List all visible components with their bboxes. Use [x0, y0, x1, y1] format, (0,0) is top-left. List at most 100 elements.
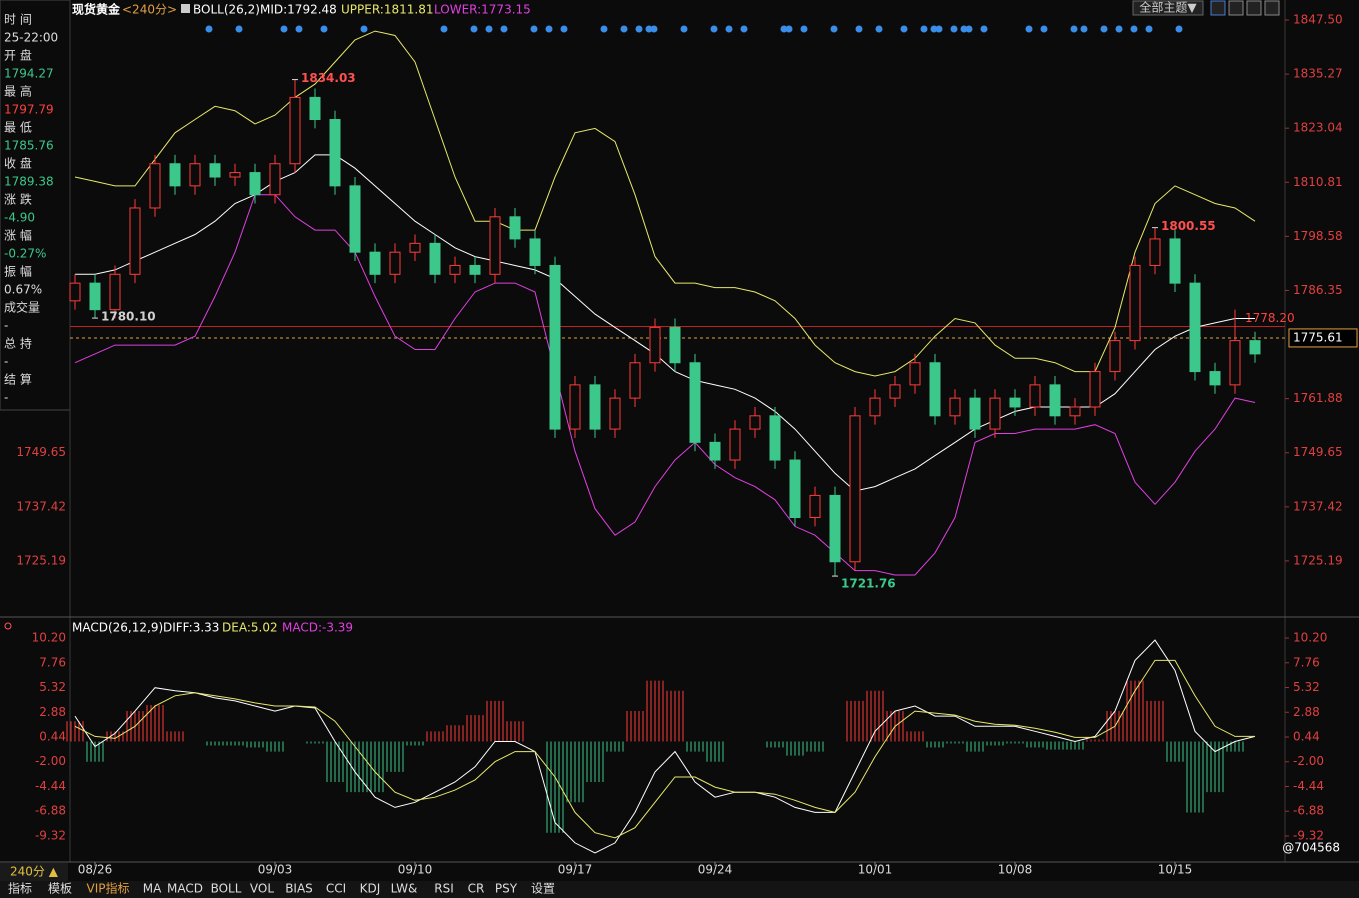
- tab[interactable]: BIAS: [285, 882, 313, 896]
- boll-lower: LOWER:1773.15: [434, 3, 531, 17]
- window-button[interactable]: [1210, 0, 1226, 16]
- tab[interactable]: RSI: [434, 882, 454, 896]
- y-tick-label-left: 1725.19: [16, 553, 66, 567]
- last-price-label: 1775.61: [1293, 330, 1343, 344]
- candle-body: [489, 216, 501, 275]
- candle-body: [929, 362, 941, 417]
- candle-body: [469, 264, 481, 275]
- y-tick-label-left: 10.20: [32, 631, 66, 645]
- signal-dot: [980, 25, 988, 33]
- candle-body: [1109, 340, 1121, 373]
- theme-button[interactable]: [1132, 0, 1204, 16]
- tab[interactable]: MA: [143, 882, 162, 896]
- tab[interactable]: BOLL: [211, 882, 242, 896]
- y-tick-label: -4.44: [1293, 779, 1324, 793]
- candle-body: [969, 397, 981, 430]
- info-value: 1794.27: [4, 67, 54, 81]
- window-button[interactable]: [1228, 0, 1244, 16]
- signal-dot: [725, 25, 733, 33]
- candle-body: [829, 494, 841, 563]
- tab[interactable]: CR: [468, 882, 485, 896]
- x-tick-label: 09/24: [698, 863, 733, 877]
- y-tick-label-left: -9.32: [35, 828, 66, 842]
- y-tick-label: 1823.04: [1293, 121, 1343, 135]
- period-switch[interactable]: 240分 ▲: [10, 865, 59, 879]
- signal-dot: [855, 25, 863, 33]
- candle-body: [389, 251, 401, 275]
- info-label: 开 盘: [4, 48, 32, 63]
- y-tick-label: 1749.65: [1293, 445, 1343, 459]
- period: <240分>: [122, 3, 177, 17]
- candle-body: [429, 242, 441, 275]
- x-tick-label: 09/17: [558, 863, 593, 877]
- y-tick-label: -9.32: [1293, 828, 1324, 842]
- signal-dot: [1100, 25, 1108, 33]
- candle-body: [149, 163, 161, 209]
- tab[interactable]: KDJ: [360, 882, 381, 896]
- tab[interactable]: VOL: [250, 882, 274, 896]
- candle-body: [169, 163, 181, 187]
- candle-body: [569, 384, 581, 430]
- candle-body: [1209, 371, 1221, 386]
- signal-dot: [740, 25, 748, 33]
- y-tick-label-left: -4.44: [35, 779, 66, 793]
- annotation: 1780.10: [101, 310, 156, 324]
- annotation: 1800.55: [1161, 219, 1216, 233]
- tab[interactable]: LW&: [391, 882, 418, 896]
- period-box[interactable]: [0, 863, 68, 881]
- y-tick-label-left: 1737.42: [16, 499, 66, 513]
- signal-dot: [440, 25, 448, 33]
- signal-dot: [780, 25, 788, 33]
- candle-body: [229, 172, 241, 178]
- candle-body: [329, 119, 341, 187]
- candle-body: [1189, 282, 1201, 373]
- macd-line: [74, 639, 1256, 854]
- window-button[interactable]: [1246, 0, 1262, 16]
- signal-dot: [830, 25, 838, 33]
- candle-body: [1129, 264, 1141, 342]
- annotation: 1721.76: [841, 577, 896, 591]
- theme-label[interactable]: 全部主题▼: [1139, 0, 1197, 15]
- window-button[interactable]: [1264, 0, 1280, 16]
- candle-body: [1049, 384, 1061, 417]
- signal-dot: [965, 25, 973, 33]
- info-value: 25-22:00: [4, 31, 58, 45]
- boll-upper: UPPER:1811.81: [341, 3, 433, 17]
- signal-dot: [800, 25, 808, 33]
- signal-dot: [280, 25, 288, 33]
- signal-dot: [680, 25, 688, 33]
- y-tick-label: 2.88: [1293, 705, 1320, 719]
- signal-dot: [900, 25, 908, 33]
- y-tick-label: 1737.42: [1293, 499, 1343, 513]
- tab[interactable]: 指标: [8, 881, 32, 896]
- tab[interactable]: CCI: [326, 882, 346, 896]
- x-tick-label: 08/26: [78, 863, 113, 877]
- candle-body: [689, 362, 701, 443]
- candle-body: [669, 326, 681, 364]
- signal-dots: [205, 25, 1183, 33]
- y-tick-label: 7.76: [1293, 655, 1320, 669]
- signal-dot: [635, 25, 643, 33]
- signal-dot: [485, 25, 493, 33]
- candle-body: [89, 282, 101, 311]
- tab[interactable]: MACD: [167, 882, 203, 896]
- candle-body: [549, 264, 561, 430]
- info-value: 1785.76: [4, 139, 54, 153]
- tab-bar: [0, 881, 1359, 898]
- candle-body: [1229, 340, 1241, 386]
- tab[interactable]: 模板: [48, 882, 72, 896]
- watermark: @704568: [1282, 841, 1340, 855]
- tab[interactable]: PSY: [495, 882, 518, 896]
- signal-dot: [1025, 25, 1033, 33]
- tab[interactable]: VIP指标: [87, 881, 130, 896]
- candle-body: [749, 415, 761, 430]
- candle-body: [309, 96, 321, 121]
- candle-body: [409, 242, 421, 253]
- symbol: 现货黄金: [72, 2, 121, 17]
- y-tick-label-left: 1749.65: [16, 445, 66, 459]
- tab[interactable]: 设置: [531, 882, 555, 896]
- candle-body: [1029, 384, 1041, 408]
- candle-body: [1009, 397, 1021, 408]
- candle-body: [529, 238, 541, 266]
- boll-mid: MID:1792.48: [260, 3, 337, 17]
